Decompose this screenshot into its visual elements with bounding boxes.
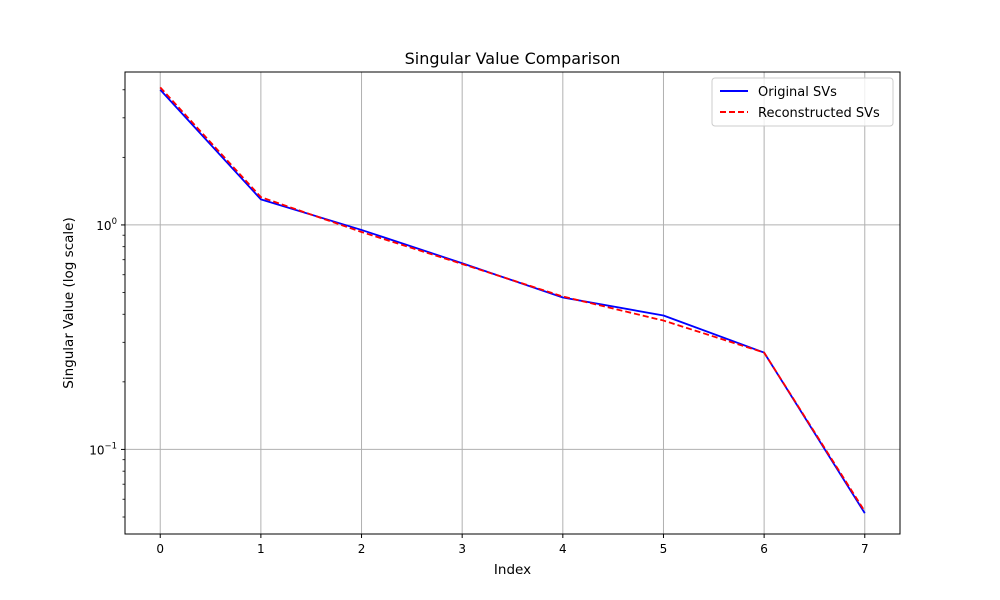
legend-box (711, 77, 894, 127)
x-tick-label: 5 (660, 542, 668, 556)
grid-layer (125, 72, 900, 534)
legend-label-original: Original SVs (758, 85, 837, 100)
x-tick-label: 4 (559, 542, 567, 556)
tick-layer: 0 1 2 3 4 5 6 7 100 10−1 (89, 89, 869, 556)
chart-title: Singular Value Comparison (405, 49, 621, 68)
plot-frame (124, 71, 901, 535)
x-tick-label: 2 (358, 542, 366, 556)
legend: Original SVs Reconstructed SVs (711, 77, 894, 127)
x-tick-label: 6 (760, 542, 768, 556)
legend-label-reconstructed: Reconstructed SVs (758, 106, 880, 121)
series-line-reconstructed (159, 86, 866, 512)
x-tick-label: 3 (458, 542, 466, 556)
series-layer (159, 86, 866, 514)
y-tick-label: 100 (96, 217, 117, 233)
x-tick-label: 1 (257, 542, 265, 556)
x-tick-label: 0 (156, 542, 164, 556)
y-tick-label: 10−1 (89, 441, 117, 457)
y-axis-label: Singular Value (log scale) (61, 217, 77, 388)
x-tick-label: 7 (861, 542, 869, 556)
x-axis-label: Index (494, 562, 531, 578)
